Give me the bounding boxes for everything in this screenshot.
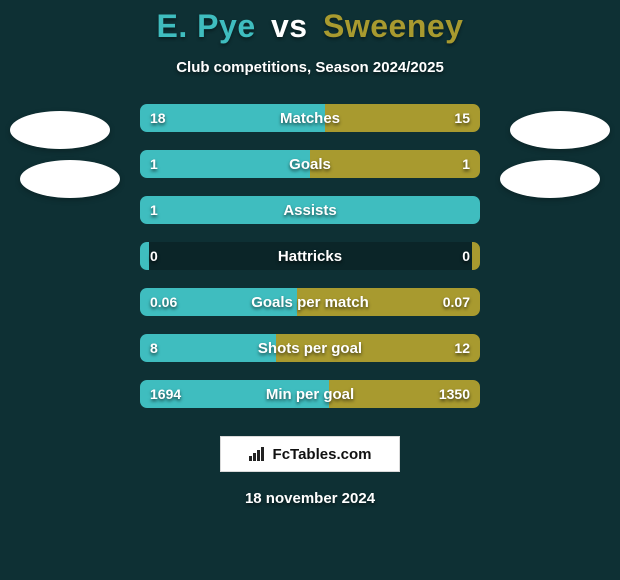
bar-chart-icon — [249, 447, 267, 461]
title-vs: vs — [271, 8, 308, 44]
stat-row: 00Hattricks — [140, 242, 480, 270]
player1-photo-alt — [20, 160, 120, 198]
stat-row: 812Shots per goal — [140, 334, 480, 362]
subtitle: Club competitions, Season 2024/2025 — [0, 59, 620, 76]
stat-row: 16941350Min per goal — [140, 380, 480, 408]
source-logo: FcTables.com — [220, 436, 400, 472]
stat-bars: 1815Matches 11Goals 1Assists 00Hattricks 0.0… — [140, 104, 480, 426]
comparison-infographic: E. Pye vs Sweeney Club competitions, Sea… — [0, 0, 620, 580]
stat-label: Min per goal — [140, 380, 480, 408]
stat-label: Hattricks — [140, 242, 480, 270]
title-player2: Sweeney — [323, 8, 463, 44]
date-text: 18 november 2024 — [0, 490, 620, 507]
stat-row: 1815Matches — [140, 104, 480, 132]
stat-row: 0.060.07Goals per match — [140, 288, 480, 316]
player2-photo-alt — [500, 160, 600, 198]
stat-row: 11Goals — [140, 150, 480, 178]
page-title: E. Pye vs Sweeney — [0, 8, 620, 45]
stat-label: Goals per match — [140, 288, 480, 316]
stat-label: Matches — [140, 104, 480, 132]
stat-label: Assists — [140, 196, 480, 224]
player1-photo — [10, 111, 110, 149]
title-player1: E. Pye — [157, 8, 256, 44]
source-logo-text: FcTables.com — [273, 446, 372, 463]
chart-area: 1815Matches 11Goals 1Assists 00Hattricks 0.0… — [0, 104, 620, 416]
stat-row: 1Assists — [140, 196, 480, 224]
stat-label: Shots per goal — [140, 334, 480, 362]
stat-label: Goals — [140, 150, 480, 178]
player2-photo — [510, 111, 610, 149]
